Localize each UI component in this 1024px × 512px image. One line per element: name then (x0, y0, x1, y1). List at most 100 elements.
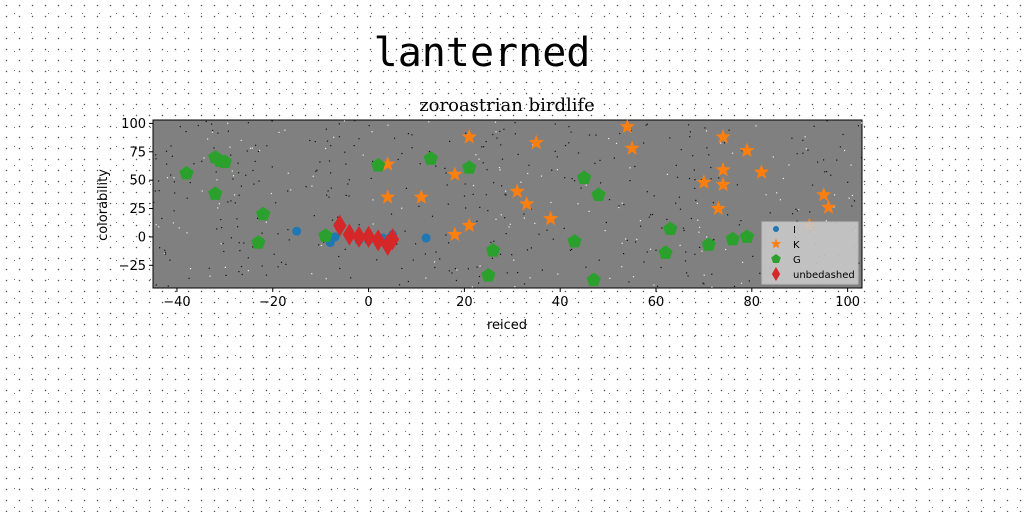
noise-dot (509, 223, 511, 225)
noise-dot (153, 201, 155, 203)
noise-dot (857, 125, 859, 127)
noise-dot (623, 204, 625, 206)
noise-dot (312, 175, 314, 177)
noise-dot (649, 248, 652, 250)
noise-dot (788, 164, 790, 166)
noise-dot (661, 227, 663, 229)
noise-dot (338, 255, 340, 258)
x-axis-label: reiced (487, 318, 527, 333)
noise-dot (851, 194, 853, 197)
noise-dot (703, 274, 705, 276)
noise-dot (424, 253, 426, 255)
noise-dot (682, 227, 685, 229)
noise-dot (748, 280, 750, 282)
noise-dot (804, 136, 806, 138)
noise-dot (475, 154, 477, 156)
noise-dot (236, 218, 238, 220)
noise-dot (217, 207, 219, 209)
noise-dot (259, 149, 261, 152)
noise-dot (476, 220, 478, 222)
noise-dot (619, 132, 621, 135)
noise-dot (686, 272, 688, 274)
noise-dot (530, 208, 532, 210)
noise-dot (836, 159, 838, 161)
noise-dot (173, 210, 175, 212)
noise-dot (354, 120, 356, 122)
noise-dot (482, 162, 484, 164)
noise-dot (398, 284, 401, 286)
noise-dot (486, 169, 488, 171)
noise-dot (679, 244, 681, 246)
noise-dot (752, 255, 754, 257)
noise-dot (201, 190, 203, 192)
point-K (461, 129, 477, 144)
noise-dot (189, 268, 192, 270)
noise-dot (230, 154, 232, 156)
noise-dot (431, 215, 434, 217)
noise-dot (779, 199, 781, 201)
noise-dot (358, 224, 360, 226)
noise-dot (623, 253, 625, 255)
noise-dot (232, 175, 235, 177)
noise-dot (703, 283, 705, 285)
noise-dot (225, 274, 227, 276)
noise-dot (261, 265, 263, 267)
noise-dot (209, 275, 211, 277)
x-tick-label: −20 (259, 295, 286, 310)
noise-dot (237, 162, 239, 164)
point-G (658, 245, 673, 259)
noise-dot (504, 193, 506, 195)
noise-dot (212, 129, 214, 132)
noise-dot (246, 150, 248, 152)
noise-dot (277, 233, 279, 235)
noise-dot (201, 160, 203, 162)
point-G (567, 234, 582, 248)
noise-dot (338, 136, 340, 138)
noise-dot (802, 139, 804, 141)
noise-dot (287, 229, 289, 231)
noise-dot (529, 277, 531, 279)
point-unbedashed (385, 228, 400, 251)
noise-dot (247, 270, 249, 272)
noise-dot (159, 247, 161, 249)
noise-dot (528, 164, 530, 166)
noise-dot (234, 194, 236, 196)
noise-dot (344, 248, 346, 250)
noise-dot (580, 187, 582, 189)
noise-dot (454, 268, 456, 270)
noise-dot (216, 179, 218, 181)
noise-dot (514, 122, 516, 124)
noise-dot (660, 266, 662, 269)
point-G (577, 170, 592, 184)
noise-dot (467, 268, 469, 270)
noise-dot (215, 171, 217, 173)
noise-dot (166, 163, 168, 165)
noise-dot (833, 206, 835, 208)
noise-dot (165, 150, 168, 152)
noise-dot (463, 195, 466, 197)
noise-dot (205, 120, 207, 123)
noise-dot (782, 177, 784, 180)
noise-dot (694, 187, 696, 189)
noise-dot (556, 169, 558, 171)
point-G (739, 229, 755, 243)
noise-dot (728, 129, 730, 131)
noise-dot (314, 141, 316, 143)
noise-dot (265, 221, 267, 223)
noise-dot (646, 123, 648, 125)
noise-dot (609, 277, 611, 279)
noise-dot (348, 195, 350, 197)
x-tick-label: 40 (552, 295, 569, 310)
noise-dot (435, 165, 437, 167)
noise-dot (711, 286, 713, 288)
noise-dot (772, 156, 774, 158)
noise-dot (330, 145, 332, 147)
noise-dot (478, 158, 480, 160)
point-K (447, 166, 463, 181)
chart-suptitle: lanterned (374, 30, 591, 76)
noise-dot (492, 133, 494, 136)
noise-dot (826, 171, 828, 173)
point-K (543, 210, 559, 226)
noise-dot (434, 261, 436, 263)
noise-dot (323, 241, 325, 243)
